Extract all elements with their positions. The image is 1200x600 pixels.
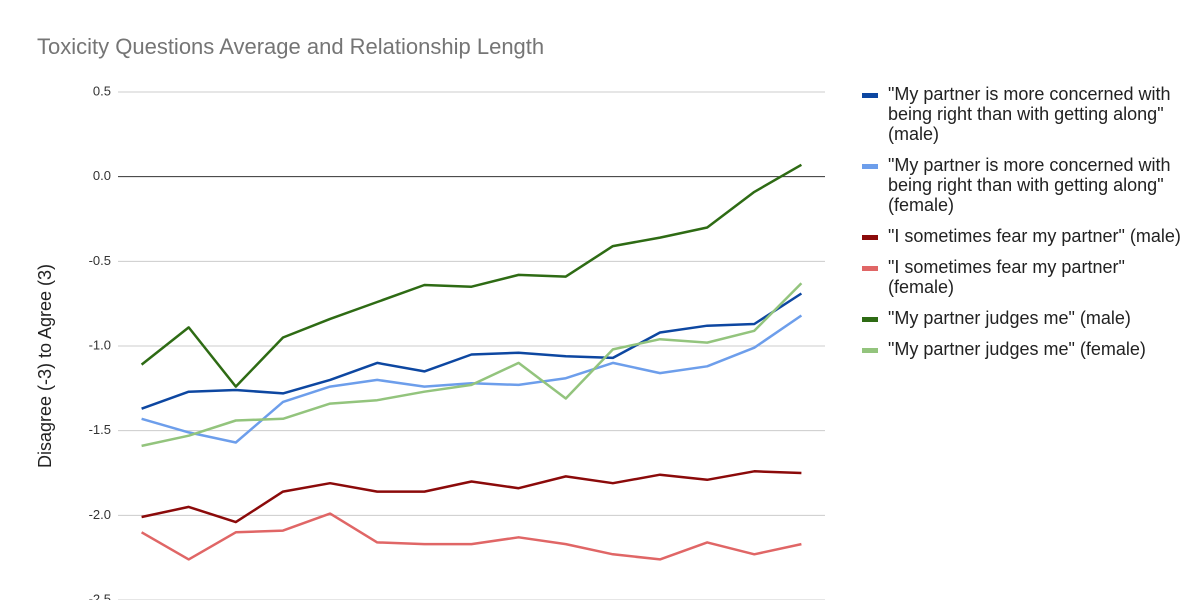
legend-item: "I sometimes fear my partner" (female) — [862, 257, 1182, 297]
legend-label: "My partner judges me" (male) — [888, 308, 1131, 328]
legend-label: "I sometimes fear my partner" (female) — [888, 257, 1125, 297]
legend-item: "My partner is more concerned with being… — [862, 84, 1182, 144]
series-line — [141, 282, 803, 448]
series-line — [140, 512, 802, 561]
legend-item: "My partner is more concerned with being… — [862, 155, 1182, 215]
y-tick-label: -1.0 — [89, 337, 111, 352]
legend-item: "I sometimes fear my partner" (male) — [862, 226, 1182, 246]
legend-swatch — [862, 235, 878, 240]
y-tick-label: 0.0 — [93, 168, 111, 183]
y-tick-label: -0.5 — [89, 253, 111, 268]
legend-swatch — [862, 266, 878, 271]
y-tick-label: -2.0 — [89, 507, 111, 522]
y-tick-label: -2.5 — [89, 591, 111, 600]
series-line — [140, 163, 803, 388]
legend-swatch — [862, 93, 878, 98]
legend-item: "My partner judges me" (male) — [862, 308, 1182, 328]
legend-label: "My partner judges me" (female) — [888, 339, 1146, 359]
legend-swatch — [862, 348, 878, 353]
legend: "My partner is more concerned with being… — [862, 84, 1182, 370]
y-axis-label: Disagree (-3) to Agree (3) — [35, 264, 55, 468]
legend-swatch — [862, 317, 878, 322]
legend-label: "I sometimes fear my partner" (male) — [888, 226, 1181, 246]
chart-title: Toxicity Questions Average and Relations… — [37, 34, 544, 59]
legend-label: "My partner is more concerned with being… — [888, 155, 1171, 215]
series-line — [141, 314, 803, 444]
series-line — [141, 292, 803, 410]
legend-swatch — [862, 164, 878, 169]
legend-item: "My partner judges me" (female) — [862, 339, 1182, 359]
chart: Toxicity Questions Average and Relations… — [35, 34, 825, 600]
series-line — [141, 470, 802, 524]
y-tick-label: 0.5 — [93, 83, 111, 98]
y-tick-label: -1.5 — [89, 422, 111, 437]
legend-label: "My partner is more concerned with being… — [888, 84, 1171, 144]
